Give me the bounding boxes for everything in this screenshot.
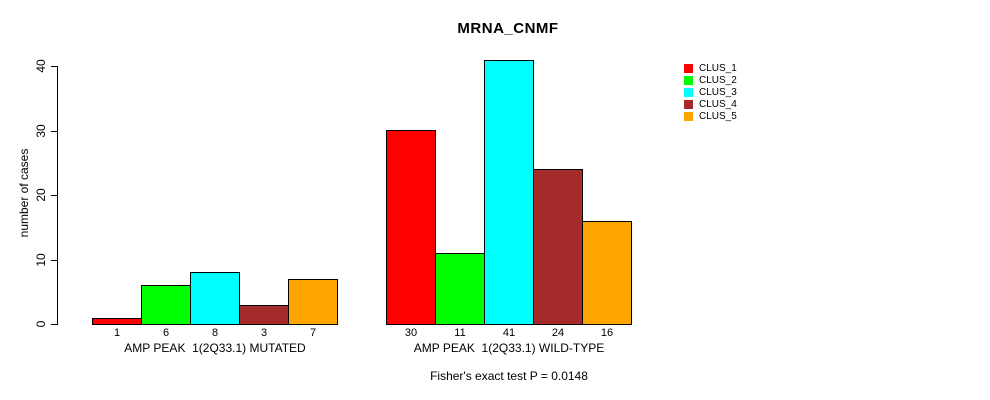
legend-swatch-clus_5 <box>684 112 693 121</box>
bar-value-label: 16 <box>600 327 614 339</box>
chart-title: MRNA_CNMF <box>457 20 559 37</box>
legend-label: CLUS_5 <box>699 111 737 122</box>
y-tick-mark <box>51 324 58 325</box>
bar-clus_4-group2 <box>533 169 583 325</box>
y-tick-mark <box>51 66 58 67</box>
y-tick-label: 20 <box>34 188 48 202</box>
bar-value-label: 3 <box>260 327 268 339</box>
bar-clus_5-group1 <box>288 279 338 325</box>
y-tick-label: 0 <box>34 320 48 328</box>
y-tick-mark <box>51 260 58 261</box>
legend-label: CLUS_3 <box>699 87 737 98</box>
bar-clus_3-group1 <box>190 272 240 325</box>
legend-swatch-clus_2 <box>684 76 693 85</box>
bar-clus_3-group2 <box>484 60 534 325</box>
y-tick-label: 30 <box>34 124 48 138</box>
legend-swatch-clus_3 <box>684 88 693 97</box>
bar-value-label: 41 <box>502 327 516 339</box>
y-axis-label: number of cases <box>17 148 31 238</box>
legend-swatch-clus_1 <box>684 64 693 73</box>
bar-clus_2-group2 <box>435 253 485 325</box>
bar-clus_2-group1 <box>141 285 191 325</box>
bar-value-label: 1 <box>113 327 121 339</box>
legend-label: CLUS_4 <box>699 99 737 110</box>
fisher-test-annotation: Fisher's exact test P = 0.0148 <box>430 369 588 383</box>
bar-value-label: 24 <box>551 327 565 339</box>
bar-value-label: 11 <box>454 327 466 339</box>
bar-value-label: 8 <box>211 327 219 339</box>
bar-clus_5-group2 <box>582 221 632 325</box>
bar-value-label: 7 <box>309 327 317 339</box>
bar-clus_4-group1 <box>239 305 289 325</box>
bar-value-label: 30 <box>404 327 418 339</box>
legend-label: CLUS_1 <box>699 63 737 74</box>
y-tick-label: 40 <box>34 59 48 73</box>
y-tick-mark <box>51 195 58 196</box>
bar-clus_1-group2 <box>386 130 436 325</box>
y-tick-label: 10 <box>34 253 48 267</box>
group-label: AMP PEAK 1(2Q33.1) WILD-TYPE <box>413 341 605 355</box>
y-tick-mark <box>51 131 58 132</box>
bar-value-label: 6 <box>162 327 170 339</box>
legend-label: CLUS_2 <box>699 75 737 86</box>
group-label: AMP PEAK 1(2Q33.1) MUTATED <box>124 341 306 355</box>
legend-swatch-clus_4 <box>684 100 693 109</box>
bar-clus_1-group1 <box>92 318 142 325</box>
